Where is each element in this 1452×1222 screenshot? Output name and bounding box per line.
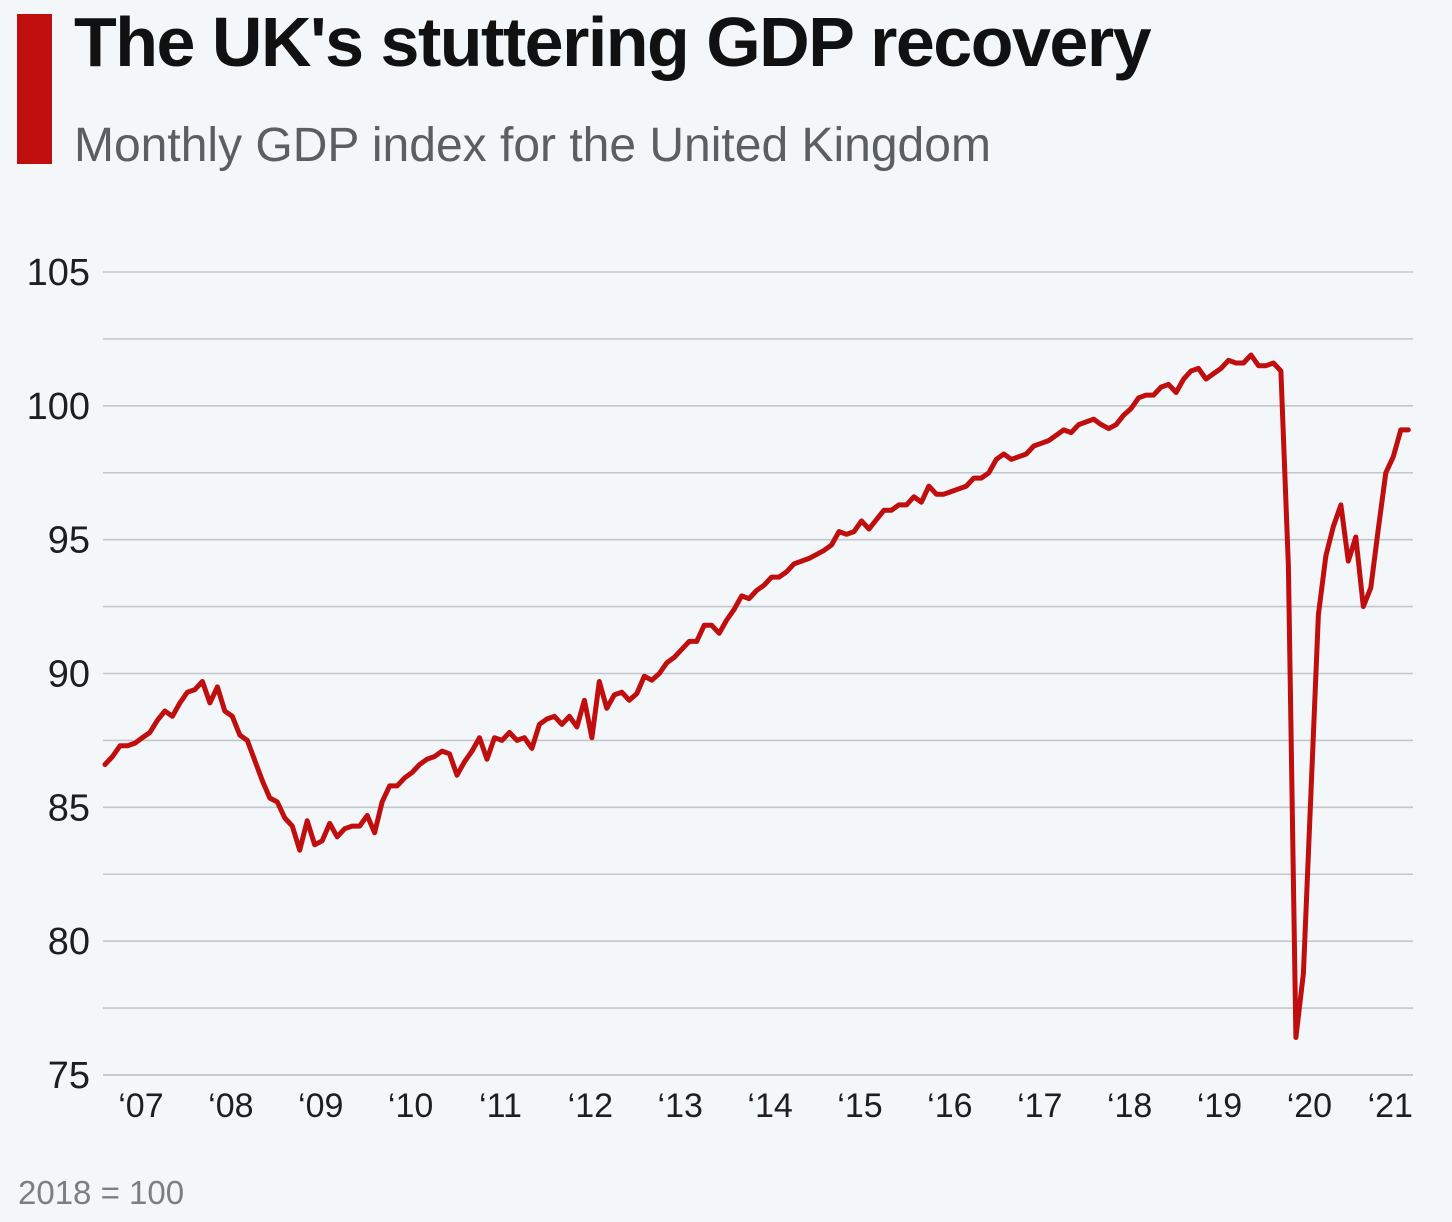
x-tick-label: ‘07 bbox=[118, 1087, 163, 1125]
accent-bar bbox=[17, 14, 52, 164]
x-tick-label: ‘14 bbox=[747, 1087, 792, 1125]
x-tick-label: ‘08 bbox=[208, 1087, 253, 1125]
x-tick-label: ‘18 bbox=[1107, 1087, 1152, 1125]
y-tick-label: 105 bbox=[27, 252, 90, 294]
y-axis-ticks: 105 100 95 90 85 80 75 bbox=[27, 252, 90, 1097]
chart-subtitle: Monthly GDP index for the United Kingdom bbox=[74, 119, 991, 172]
chart-title: The UK's stuttering GDP recovery bbox=[74, 3, 1152, 81]
x-tick-label: ‘20 bbox=[1287, 1087, 1332, 1125]
x-axis-ticks: ‘07 ‘08 ‘09 ‘10 ‘11 ‘12 ‘13 ‘14 ‘15 ‘16 ‘17 ‘18 ‘19 ‘… bbox=[118, 1087, 1413, 1125]
x-tick-label: ‘10 bbox=[388, 1087, 433, 1125]
x-tick-label: ‘09 bbox=[298, 1087, 343, 1125]
y-tick-label: 90 bbox=[48, 654, 90, 696]
x-tick-label: ‘21 bbox=[1368, 1087, 1413, 1125]
y-tick-label: 80 bbox=[48, 921, 90, 963]
gridlines bbox=[103, 271, 1413, 1076]
x-tick-label: ‘17 bbox=[1017, 1087, 1062, 1125]
x-tick-label: ‘11 bbox=[479, 1087, 522, 1125]
base-year-note: 2018 = 100 bbox=[18, 1174, 185, 1211]
y-tick-label: 95 bbox=[48, 520, 90, 562]
x-tick-label: ‘12 bbox=[568, 1087, 613, 1125]
series-line-group bbox=[102, 352, 1411, 1040]
y-tick-label: 85 bbox=[48, 787, 90, 829]
x-tick-label: ‘15 bbox=[837, 1087, 882, 1125]
y-tick-label: 75 bbox=[48, 1055, 90, 1097]
x-tick-label: ‘16 bbox=[927, 1087, 972, 1125]
gdp-index-line bbox=[102, 352, 1411, 1040]
x-tick-label: ‘19 bbox=[1197, 1087, 1242, 1125]
x-tick-label: ‘13 bbox=[658, 1087, 703, 1125]
y-tick-label: 100 bbox=[27, 386, 90, 428]
